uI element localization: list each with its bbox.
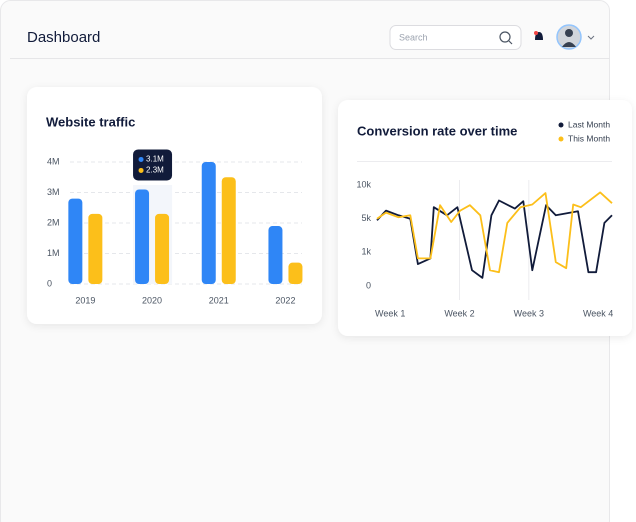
avatar-head — [565, 29, 573, 37]
page-title: Dashboard — [27, 29, 100, 46]
chevron[interactable] — [587, 35, 595, 40]
y-tick-label: 1M — [47, 248, 60, 258]
line-series — [376, 191, 613, 274]
tooltip-dot — [138, 156, 144, 162]
y-tick-label: 10k — [356, 179, 371, 189]
y-tick-label: 5k — [361, 213, 371, 223]
y-tick-label: 0 — [47, 278, 52, 288]
chart-title: Website traffic — [46, 114, 135, 129]
y-tick-label: 3M — [47, 187, 60, 197]
bar — [288, 262, 303, 284]
notification-dot — [534, 31, 538, 35]
search-icon — [499, 31, 511, 43]
bar — [135, 189, 150, 284]
x-tick-label: 2019 — [75, 295, 95, 305]
tooltip-dot — [138, 167, 144, 173]
bar — [221, 177, 236, 284]
search-icon — [508, 40, 513, 45]
tooltip-label: 2.3M — [146, 166, 164, 175]
legend-dot — [558, 136, 564, 142]
tooltip — [133, 149, 173, 181]
search-placeholder: Search — [399, 32, 428, 42]
x-tick-label: Week 1 — [375, 308, 405, 318]
x-tick-label: Week 4 — [583, 308, 613, 318]
bar — [68, 198, 83, 284]
y-tick-label: 4M — [47, 156, 60, 166]
x-tick-label: 2021 — [209, 295, 229, 305]
bar — [201, 162, 216, 284]
x-tick-label: Week 2 — [444, 308, 474, 318]
bar — [268, 226, 283, 284]
y-tick-label: 0 — [366, 280, 371, 290]
legend-dot — [558, 122, 564, 128]
avatar-body — [562, 42, 576, 47]
legend-label: Last Month — [568, 119, 610, 129]
bar — [155, 213, 170, 284]
x-tick-label: 2020 — [142, 295, 162, 305]
search-box[interactable] — [389, 25, 522, 50]
tooltip-label: 3.1M — [146, 155, 164, 164]
y-tick-label: 1k — [361, 247, 371, 257]
bar — [88, 213, 103, 284]
x-tick-label: 2022 — [275, 295, 295, 305]
y-tick-label: 2M — [47, 217, 60, 227]
conversion-card — [338, 100, 632, 336]
chart-title: Conversion rate over time — [357, 123, 517, 138]
legend-label: This Month — [568, 133, 610, 143]
x-tick-label: Week 3 — [514, 308, 544, 318]
